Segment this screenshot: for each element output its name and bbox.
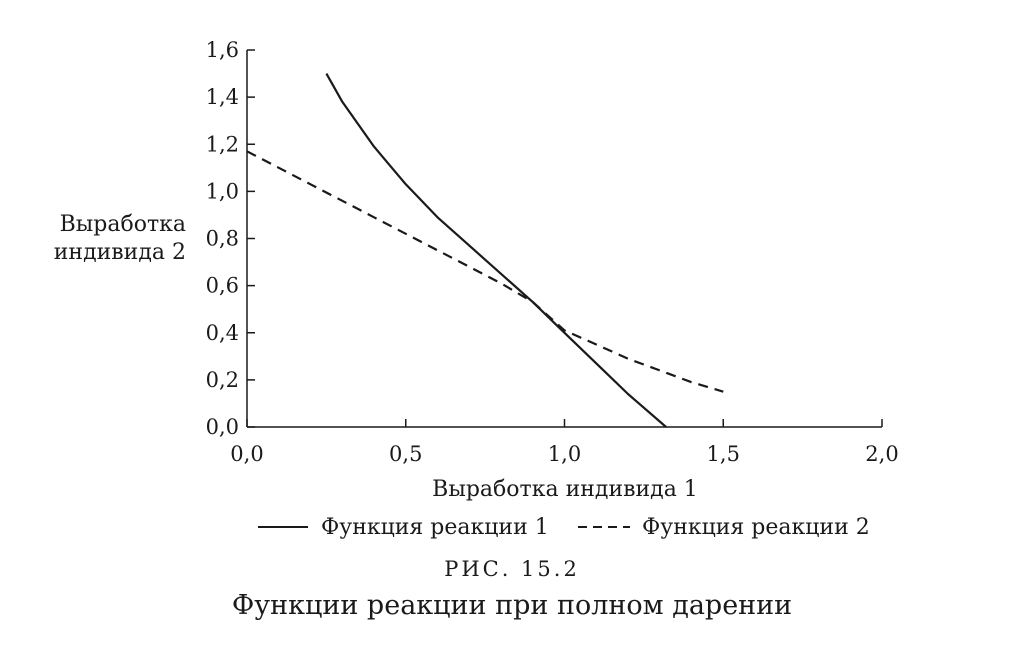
y-tick-label: 1,4 [206,85,239,109]
legend-label-series-2: Функция реакции 2 [642,515,870,540]
y-tick-label: 0,6 [206,274,239,298]
y-tick-label: 0,0 [206,415,239,439]
x-tick-label: 0,5 [389,442,422,466]
series-layer [246,73,724,428]
y-tick-label: 0,8 [206,227,239,251]
x-ticks: 0,0 0,5 1,0 1,5 2,0 [230,419,899,466]
legend-label-series-1: Функция реакции 1 [321,515,549,540]
axes [246,50,882,428]
y-tick-label: 1,6 [206,38,239,62]
x-axis-label: Выработка индивида 1 [432,477,698,502]
series-line-2 [246,150,724,393]
y-tick-label: 0,4 [206,321,239,345]
y-tick-label: 1,2 [206,132,239,156]
x-tick-label: 1,0 [548,442,581,466]
x-tick-label: 1,5 [707,442,740,466]
figure-caption: Функции реакции при полном дарении [231,590,793,621]
figure-number: РИС. 15.2 [444,557,580,581]
x-tick-label: 0,0 [230,442,263,466]
legend: Функция реакции 1 Функция реакции 2 [258,515,870,540]
y-tick-label: 0,2 [206,368,239,392]
y-axis-label-line-2: индивида 2 [54,240,186,265]
y-ticks: 0,0 0,2 0,4 0,6 0,8 1,0 1,2 1,4 1,6 [206,38,255,439]
x-tick-label: 2,0 [865,442,898,466]
y-tick-label: 1,0 [206,179,239,203]
y-axis-label-line-1: Выработка [60,212,186,237]
reaction-functions-chart: 0,0 0,2 0,4 0,6 0,8 1,0 1,2 1,4 1,6 0,0 0,5 1,0 1,5… [54,38,899,540]
series-line-1 [325,73,667,428]
